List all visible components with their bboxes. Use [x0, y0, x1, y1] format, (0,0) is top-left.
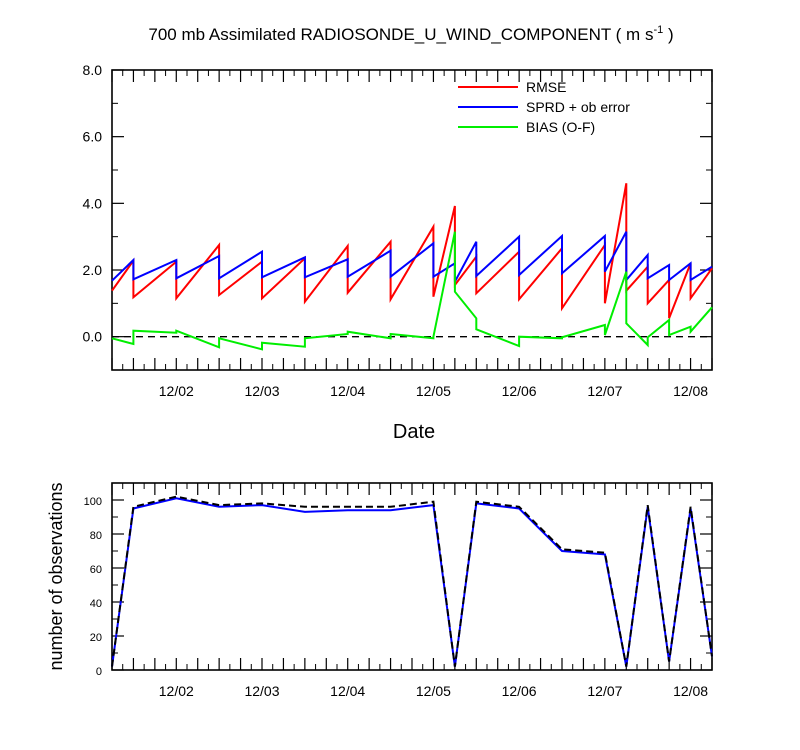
series-line-sprd-ob-error	[111, 231, 713, 283]
chart-title: 700 mb Assimilated RADIOSONDE_U_WIND_COM…	[148, 24, 673, 44]
y-tick-label: 80	[90, 530, 102, 542]
x-tick-label: 12/04	[330, 683, 365, 699]
x-tick-label: 12/07	[587, 383, 622, 399]
legend-label: BIAS (O-F)	[526, 119, 595, 135]
chart-title-exponent: -1	[653, 24, 663, 36]
chart-title-suffix: )	[663, 25, 673, 44]
x-tick-label: 12/03	[244, 683, 279, 699]
plot-frame	[111, 69, 713, 371]
bottom-chart: 12/02 12/03 12/04 12/05 12/06 12/07 12/08 0 20 40…	[46, 482, 713, 699]
y-tick-label: 100	[84, 496, 102, 508]
y-tick-label: 4.0	[83, 195, 103, 211]
legend-label: RMSE	[526, 79, 566, 95]
y-tick-label: 20	[90, 632, 102, 644]
x-axis-label: Date	[393, 421, 435, 443]
y-tick-label: 2.0	[83, 262, 103, 278]
series-line-rmse	[111, 183, 713, 319]
legend-label: SPRD + ob error	[526, 99, 630, 115]
top-chart: 12/02 12/03 12/04 12/05 12/06 12/07 12/08 0.0 2.…	[83, 62, 713, 443]
x-tick-label: 12/02	[159, 383, 194, 399]
y-tick-label: 0	[96, 666, 102, 678]
x-tick-label: 12/08	[673, 383, 708, 399]
x-tick-label: 12/03	[244, 383, 279, 399]
y-tick-label: 8.0	[83, 62, 103, 78]
x-tick-label: 12/05	[416, 383, 451, 399]
x-tick-label: 12/02	[159, 683, 194, 699]
x-tick-label: 12/06	[502, 683, 537, 699]
y-tick-label: 40	[90, 598, 102, 610]
x-tick-label: 12/05	[416, 683, 451, 699]
series-line-observations-possible	[111, 495, 713, 667]
y-tick-label: 6.0	[83, 129, 103, 145]
x-tick-label: 12/08	[673, 683, 708, 699]
x-tick-label: 12/07	[587, 683, 622, 699]
y-tick-label: 60	[90, 564, 102, 576]
x-tick-label: 12/04	[330, 383, 365, 399]
series-line-bias-o-f-	[111, 231, 713, 351]
x-tick-label: 12/06	[502, 383, 537, 399]
series-line-observations-assimilated	[111, 497, 713, 667]
y-axis-label: number of observations	[46, 482, 66, 670]
chart-title-text: 700 mb Assimilated RADIOSONDE_U_WIND_COM…	[148, 25, 653, 44]
y-tick-label: 0.0	[83, 329, 103, 345]
